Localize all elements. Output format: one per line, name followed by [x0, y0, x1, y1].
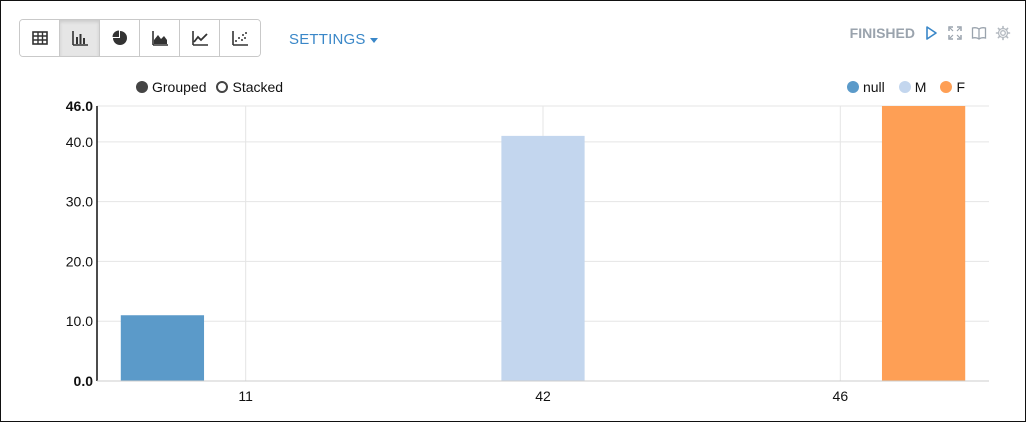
bar-chart-button[interactable]	[60, 20, 100, 56]
pie-chart-button[interactable]	[100, 20, 140, 56]
scatter-chart-icon	[232, 31, 248, 46]
settings-label: SETTINGS	[289, 31, 366, 48]
y-tick-label: 0.0	[74, 373, 94, 389]
stacked-option[interactable]: Stacked	[216, 79, 283, 95]
status-text: FINISHED	[849, 25, 915, 41]
play-icon	[926, 26, 937, 40]
line-chart-button[interactable]	[180, 20, 220, 56]
table-view-button[interactable]	[20, 20, 60, 56]
grouped-label: Grouped	[152, 79, 207, 95]
y-tick-label: 10.0	[66, 313, 93, 329]
bar-F-46	[881, 106, 966, 381]
mode-toggle: Grouped Stacked	[136, 79, 283, 95]
x-tick-label: 11	[238, 388, 253, 404]
stacked-radio[interactable]	[216, 81, 229, 93]
series-legend: null M F	[846, 79, 965, 95]
bar-chart-icon	[71, 31, 88, 46]
y-tick-label: 20.0	[66, 253, 93, 269]
caret-down-icon	[369, 38, 378, 43]
y-tick-label: 46.0	[66, 98, 93, 114]
grouped-radio[interactable]	[136, 81, 148, 93]
chart-type-toolbar	[19, 19, 261, 57]
x-tick-label: 42	[535, 388, 551, 404]
book-button[interactable]	[971, 25, 987, 41]
y-tick-label: 30.0	[66, 194, 93, 210]
run-button[interactable]	[923, 25, 939, 41]
settings-dropdown[interactable]: SETTINGS	[289, 31, 378, 48]
legend-item-null[interactable]: null	[846, 79, 885, 95]
stacked-label: Stacked	[232, 79, 284, 95]
gear-icon	[995, 25, 1011, 41]
settings-gear-button[interactable]	[995, 25, 1011, 41]
bar-null-11	[120, 315, 205, 381]
legend-swatch-m	[898, 81, 911, 93]
grouped-option[interactable]: Grouped	[136, 79, 206, 95]
legend-swatch-null	[846, 81, 859, 93]
bar-M-42	[501, 135, 585, 381]
scatter-chart-button[interactable]	[220, 20, 260, 56]
legend-label-null: null	[862, 79, 885, 95]
pie-chart-icon	[112, 30, 127, 45]
expand-icon	[948, 26, 962, 40]
paragraph-status-bar: FINISHED	[850, 25, 1011, 41]
legend-item-f[interactable]: F	[940, 79, 965, 95]
y-tick-label: 40.0	[66, 134, 93, 150]
legend-item-m[interactable]: M	[898, 79, 927, 95]
expand-button[interactable]	[947, 25, 963, 41]
line-chart-icon	[191, 31, 208, 46]
legend-label-f: F	[956, 79, 965, 95]
table-icon	[31, 31, 48, 45]
area-chart-icon	[151, 31, 168, 46]
book-icon	[971, 27, 987, 40]
legend-swatch-f	[940, 81, 953, 93]
x-tick-label: 46	[833, 388, 849, 404]
area-chart-button[interactable]	[140, 20, 180, 56]
legend-label-m: M	[914, 79, 927, 95]
